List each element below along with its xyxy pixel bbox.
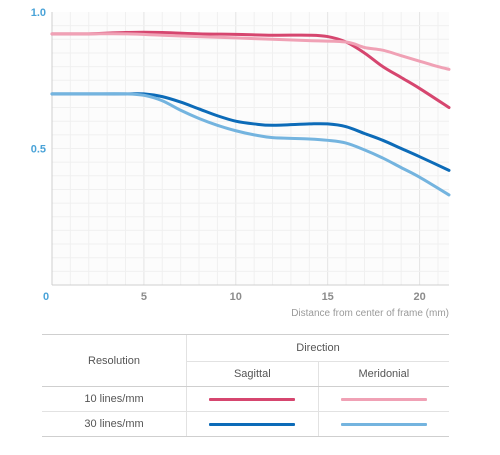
x-tick-label: 10 (230, 291, 242, 303)
row-label-10-lines: 10 lines/mm (84, 393, 144, 405)
legend-row: 30 lines/mm (42, 411, 449, 437)
direction-header: Direction (186, 334, 449, 362)
chart-series (50, 30, 451, 197)
x-axis-title: Distance from center of frame (mm) (291, 308, 449, 319)
series-line-0 (50, 30, 451, 110)
x-tick-label: 20 (413, 291, 425, 303)
x-tick-label: 0 (43, 291, 49, 303)
y-tick-label: 0.5 (31, 144, 46, 156)
swatch-10-meridonial (340, 397, 427, 401)
x-tick-label: 15 (322, 291, 334, 303)
legend-row: 10 lines/mm (42, 386, 449, 412)
chart-axes (51, 12, 449, 286)
resolution-header: Resolution (42, 334, 187, 387)
series-line-3 (50, 92, 451, 197)
x-tick-label: 5 (141, 291, 147, 303)
column-header-meridonial: Meridonial (317, 361, 449, 387)
chart-grid (52, 12, 449, 285)
swatch-10-sagittal (209, 397, 296, 401)
swatch-30-sagittal (209, 422, 296, 426)
row-label-30-lines: 30 lines/mm (42, 411, 187, 437)
swatch-30-meridonial (340, 422, 427, 426)
chart-labels: 0.5 1.0 0 5 10 15 20 (31, 7, 426, 303)
column-header-sagittal: Sagittal (186, 361, 319, 387)
mtf-chart: 0.5 1.0 0 5 10 15 20 Distance from center of f… (31, 7, 451, 319)
y-tick-label: 1.0 (31, 7, 46, 19)
legend-table: Resolution Direction Sagittal Meridonial… (42, 334, 449, 437)
series-line-1 (50, 32, 451, 71)
